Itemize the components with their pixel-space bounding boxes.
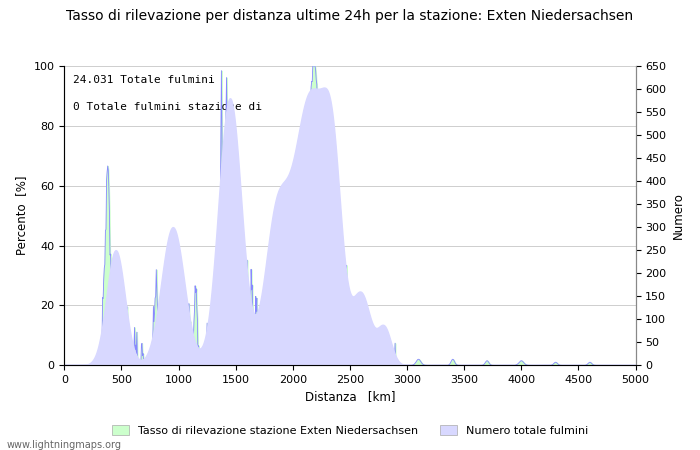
- Y-axis label: Numero: Numero: [672, 192, 685, 239]
- Text: 24.031 Totale fulmini: 24.031 Totale fulmini: [73, 75, 215, 85]
- X-axis label: Distanza   [km]: Distanza [km]: [304, 391, 395, 404]
- Text: Tasso di rilevazione per distanza ultime 24h per la stazione: Exten Niedersachse: Tasso di rilevazione per distanza ultime…: [66, 9, 634, 23]
- Y-axis label: Percento  [%]: Percento [%]: [15, 176, 28, 255]
- Legend: Tasso di rilevazione stazione Exten Niedersachsen, Numero totale fulmini: Tasso di rilevazione stazione Exten Nied…: [108, 420, 592, 440]
- Text: www.lightningmaps.org: www.lightningmaps.org: [7, 440, 122, 450]
- Text: 0 Totale fulmini stazione di: 0 Totale fulmini stazione di: [73, 102, 262, 112]
